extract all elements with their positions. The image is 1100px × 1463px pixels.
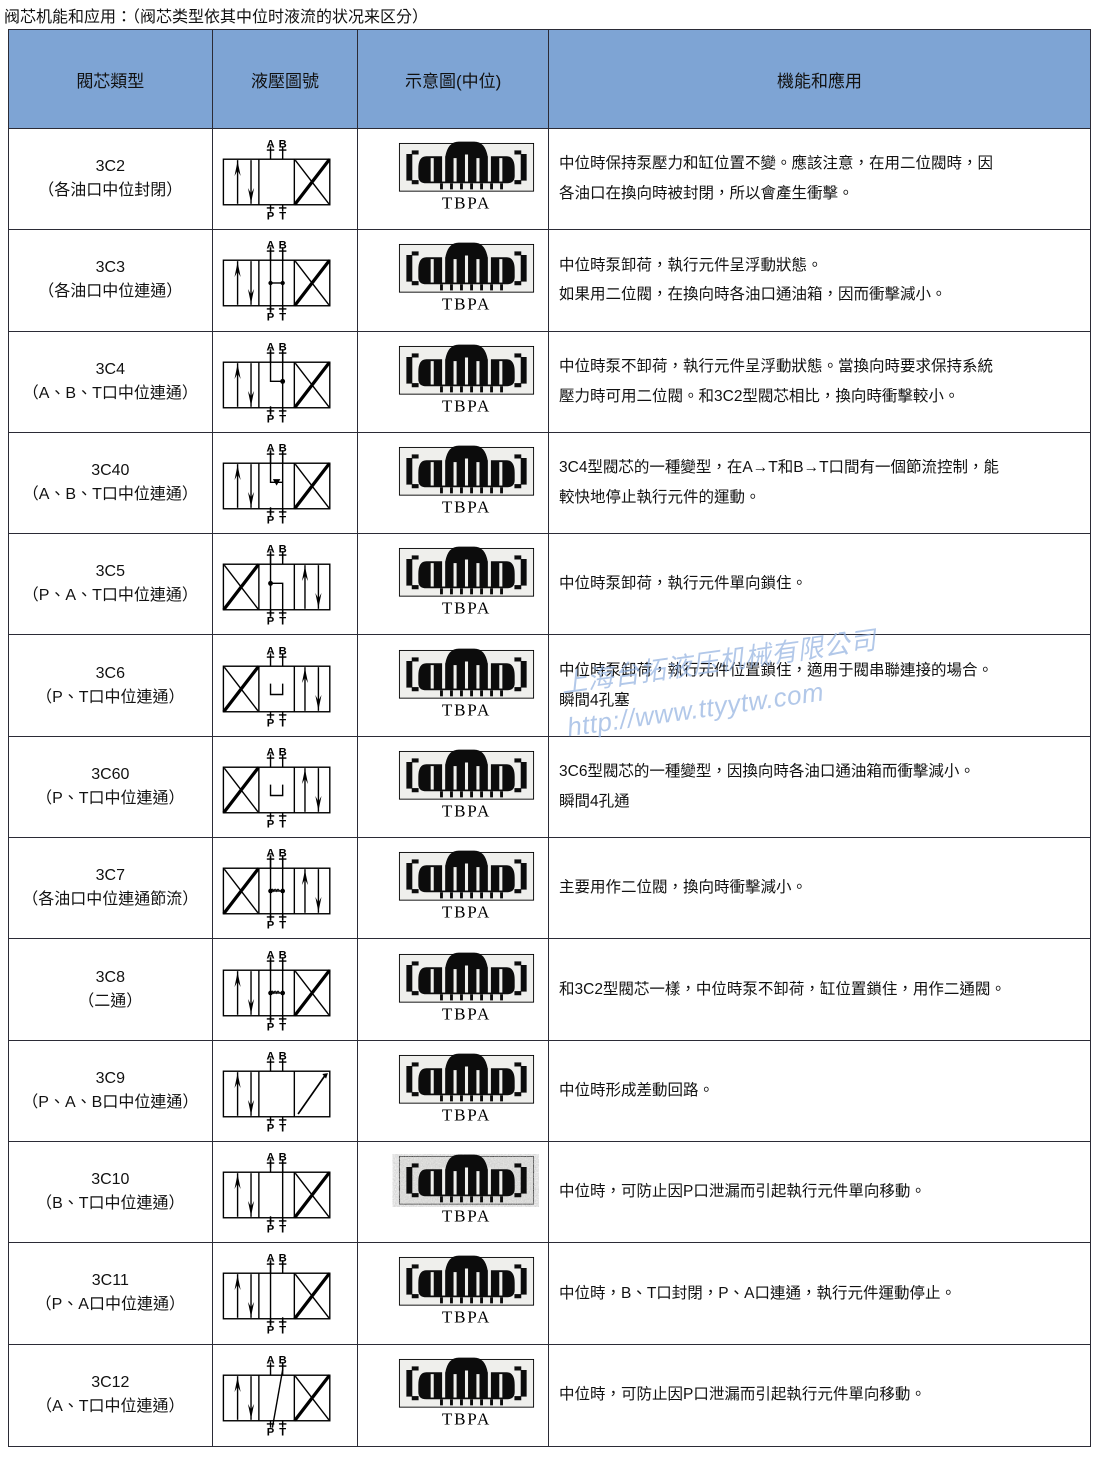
svg-text:TBPA: TBPA [442, 801, 491, 820]
svg-text:A: A [266, 138, 274, 150]
svg-text:TBPA: TBPA [442, 599, 491, 618]
svg-text:P: P [267, 1223, 275, 1235]
svg-text:B: B [279, 138, 287, 150]
svg-text:P: P [267, 717, 275, 729]
svg-text:B: B [279, 645, 287, 657]
svg-text:T: T [279, 1325, 286, 1337]
svg-text:TBPA: TBPA [442, 1308, 491, 1327]
svg-text:P: P [267, 312, 275, 324]
svg-text:TBPA: TBPA [442, 1409, 491, 1428]
svg-text:A: A [266, 746, 274, 758]
svg-text:TBPA: TBPA [442, 295, 491, 314]
svg-text:P: P [267, 514, 275, 526]
svg-text:T: T [279, 717, 286, 729]
svg-text:TBPA: TBPA [442, 1105, 491, 1124]
svg-text:B: B [279, 746, 287, 758]
svg-text:T: T [279, 818, 286, 830]
svg-text:TBPA: TBPA [442, 396, 491, 415]
svg-text:TBPA: TBPA [442, 497, 491, 516]
svg-text:TBPA: TBPA [442, 193, 491, 212]
svg-text:T: T [279, 413, 286, 425]
svg-text:T: T [279, 1021, 286, 1033]
svg-text:T: T [279, 616, 286, 628]
svg-text:TBPA: TBPA [442, 700, 491, 719]
svg-text:T: T [279, 312, 286, 324]
svg-text:A: A [266, 1354, 274, 1366]
svg-text:TBPA: TBPA [442, 902, 491, 921]
svg-text:T: T [279, 1427, 286, 1439]
svg-text:P: P [267, 920, 275, 932]
svg-text:A: A [266, 645, 274, 657]
svg-text:P: P [267, 1427, 275, 1439]
svg-text:B: B [279, 1050, 287, 1062]
svg-text:T: T [279, 1122, 286, 1134]
svg-text:TBPA: TBPA [442, 1004, 491, 1023]
svg-text:P: P [267, 1021, 275, 1033]
svg-text:P: P [267, 1325, 275, 1337]
svg-text:A: A [266, 1050, 274, 1062]
svg-text:T: T [279, 210, 286, 222]
svg-text:P: P [267, 1122, 275, 1134]
svg-text:P: P [267, 413, 275, 425]
svg-text:TBPA: TBPA [442, 1206, 491, 1225]
svg-text:T: T [279, 514, 286, 526]
svg-text:P: P [267, 818, 275, 830]
svg-text:T: T [279, 920, 286, 932]
svg-text:P: P [267, 210, 275, 222]
svg-text:P: P [267, 616, 275, 628]
svg-text:T: T [279, 1223, 286, 1235]
